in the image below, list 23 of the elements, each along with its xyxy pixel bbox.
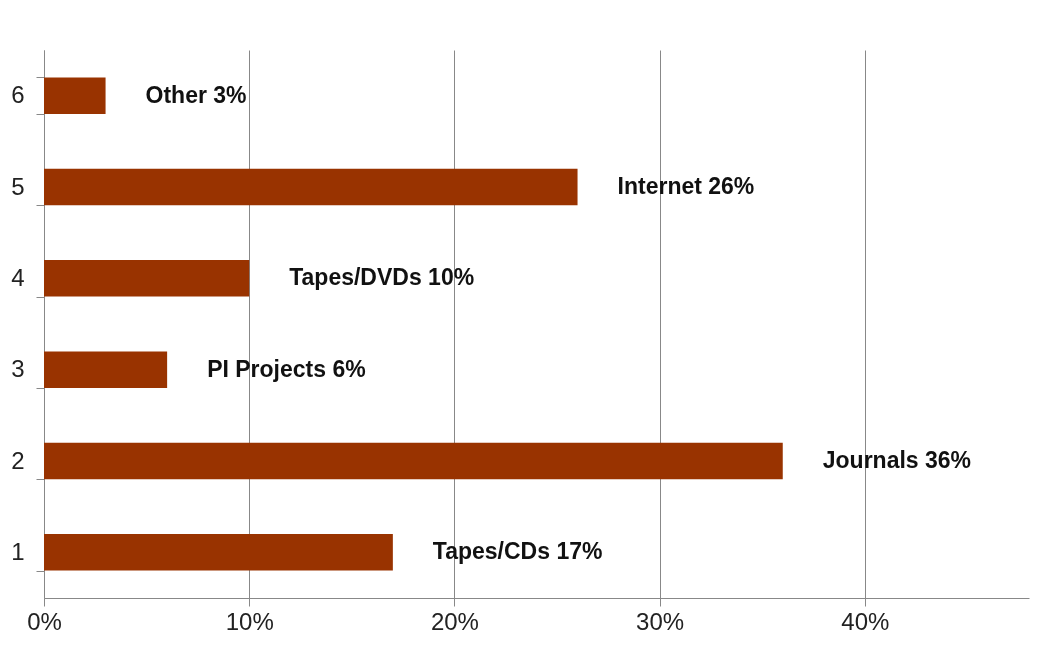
y-tick-label: 2 [11,446,25,474]
bar [44,77,106,114]
data-label: Other 3% [145,81,247,108]
bar [44,260,250,297]
data-label: Tapes/CDs 17% [432,538,603,565]
y-tick-label: 6 [11,81,25,109]
data-label: Internet 26% [617,173,755,199]
data-label: Journals 36% [822,447,972,473]
bar [44,442,783,480]
x-tick-label: 10% [225,607,274,635]
bar [44,168,578,206]
x-tick-label: 20% [430,607,479,635]
y-tick-label: 4 [11,263,25,291]
x-tick-label: 40% [841,607,890,635]
y-tick-label: 3 [11,355,25,383]
bar [44,534,393,571]
bar [44,351,168,388]
data-label: Tapes/DVDs 10% [289,264,475,291]
data-label: PI Projects 6% [207,355,366,382]
y-tick-label: 1 [11,537,25,565]
x-tick-label: 30% [636,607,685,635]
y-tick-label: 5 [11,172,25,200]
x-tick-label: 0% [27,607,62,635]
